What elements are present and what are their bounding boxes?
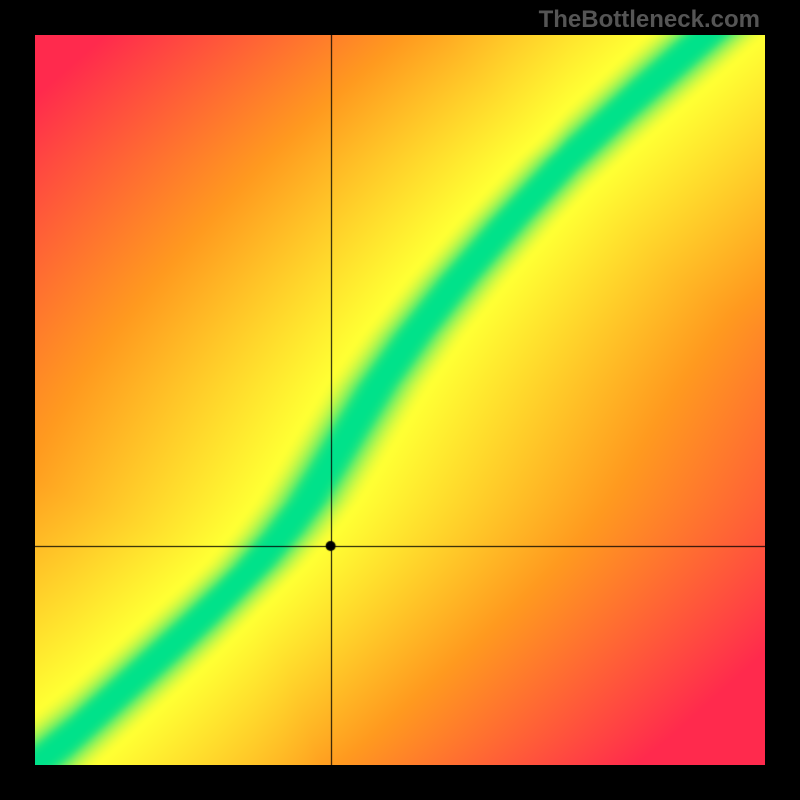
watermark-text: TheBottleneck.com <box>539 6 760 34</box>
chart-frame: TheBottleneck.com <box>0 0 800 800</box>
bottleneck-heatmap <box>35 35 765 765</box>
